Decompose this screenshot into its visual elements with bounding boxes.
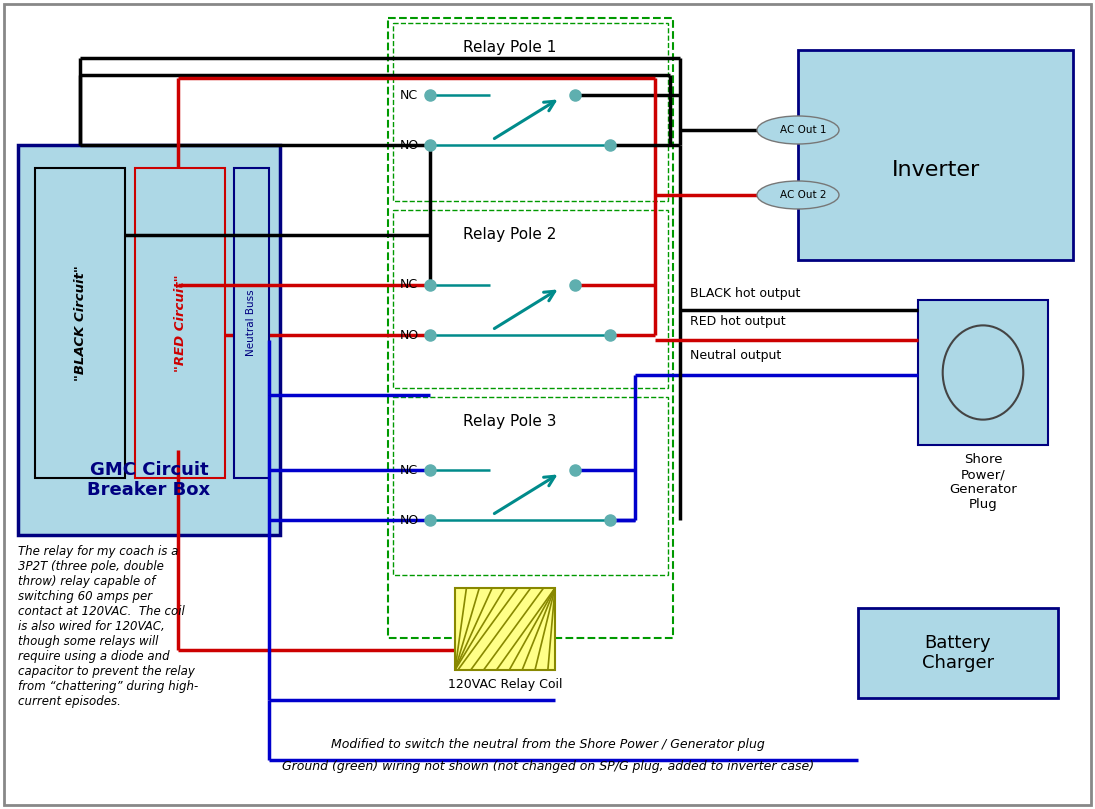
Text: Neutral Buss: Neutral Buss xyxy=(246,290,256,356)
Text: NC: NC xyxy=(400,464,418,477)
Bar xyxy=(393,23,668,201)
Bar xyxy=(393,210,668,388)
Bar xyxy=(918,300,1048,445)
Bar xyxy=(18,145,280,535)
Bar xyxy=(393,397,668,575)
Bar xyxy=(234,168,269,478)
Text: BLACK hot output: BLACK hot output xyxy=(690,287,800,300)
Text: GMC Circuit
Breaker Box: GMC Circuit Breaker Box xyxy=(88,460,210,499)
Text: 120VAC Relay Coil: 120VAC Relay Coil xyxy=(448,678,562,691)
Text: AC Out 1: AC Out 1 xyxy=(780,125,827,135)
Text: Modified to switch the neutral from the Shore Power / Generator plug: Modified to switch the neutral from the … xyxy=(331,738,765,751)
Text: Ground (green) wiring not shown (not changed on SP/G plug, added to inverter cas: Ground (green) wiring not shown (not cha… xyxy=(281,760,814,773)
Bar xyxy=(35,168,125,478)
Text: "BLACK Circuit": "BLACK Circuit" xyxy=(73,265,87,381)
Text: NC: NC xyxy=(400,278,418,291)
Bar xyxy=(135,168,224,478)
Text: NO: NO xyxy=(400,514,419,527)
Bar xyxy=(388,18,673,638)
Text: Shore
Power/
Generator
Plug: Shore Power/ Generator Plug xyxy=(949,453,1017,511)
Text: AC Out 2: AC Out 2 xyxy=(780,190,827,200)
Bar xyxy=(456,588,555,670)
Ellipse shape xyxy=(757,116,839,144)
Text: NO: NO xyxy=(400,138,419,151)
Bar xyxy=(858,608,1058,698)
Text: Inverter: Inverter xyxy=(891,160,980,180)
Text: RED hot output: RED hot output xyxy=(690,315,785,328)
Text: Battery
Charger: Battery Charger xyxy=(922,633,994,672)
Text: Relay Pole 1: Relay Pole 1 xyxy=(463,40,556,55)
Text: "RED Circuit": "RED Circuit" xyxy=(173,274,186,372)
Ellipse shape xyxy=(757,181,839,209)
Text: Relay Pole 3: Relay Pole 3 xyxy=(463,414,556,429)
Text: NC: NC xyxy=(400,88,418,101)
Bar xyxy=(798,50,1073,260)
Text: The relay for my coach is a
3P2T (three pole, double
throw) relay capable of
swi: The relay for my coach is a 3P2T (three … xyxy=(18,545,198,708)
Text: Relay Pole 2: Relay Pole 2 xyxy=(463,227,556,242)
Text: NO: NO xyxy=(400,328,419,341)
Text: Neutral output: Neutral output xyxy=(690,349,781,362)
